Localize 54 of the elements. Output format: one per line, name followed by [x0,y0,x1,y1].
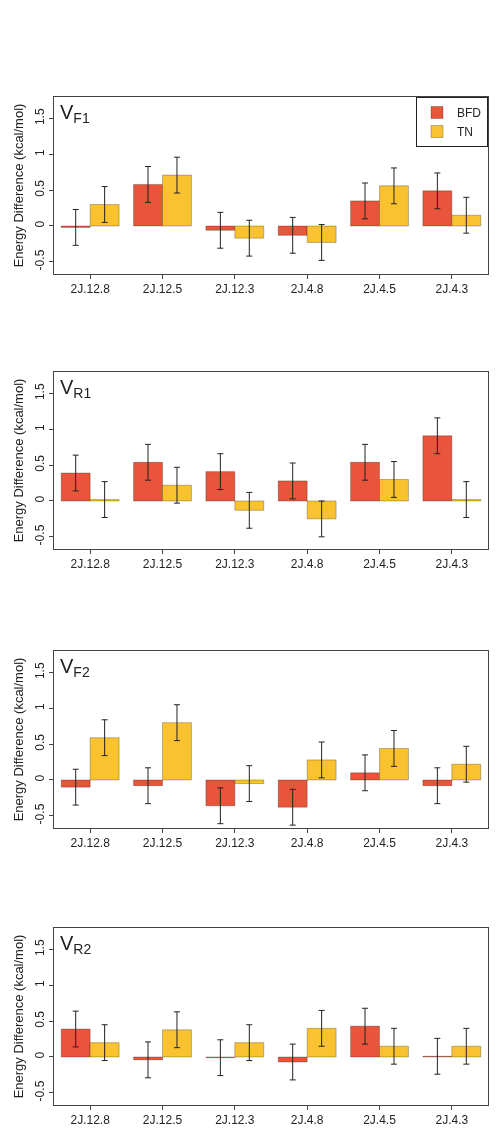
x-tick-label: 2J.12.5 [142,836,183,851]
chart-title: V$_{F1}$ [60,101,90,127]
legend-label: TN [457,125,473,140]
y-tick-label: -0.5 [33,249,48,271]
x-tick-label: 2J.12.8 [70,557,111,572]
x-tick-label: 2J.12.3 [215,1113,255,1128]
y-tick-label: 0 [33,220,48,228]
chart-title: V$_{F2}$ [60,655,90,681]
y-tick-label: 0.5 [33,454,48,472]
x-tick-label: 2J.4.5 [363,557,397,572]
x-tick-label: 2J.12.8 [70,1113,111,1128]
x-tick-label: 2J.12.3 [215,282,255,297]
legend-label: BFD [457,106,482,121]
x-tick-label: 2J.4.5 [363,282,397,297]
x-tick-label: 2J.4.5 [363,836,397,851]
x-tick-label: 2J.4.8 [290,557,324,572]
x-tick-label: 2J.12.5 [142,282,183,297]
x-tick-label: 2J.12.3 [215,836,255,851]
x-tick-label: 2J.12.3 [215,557,255,572]
y-axis-title: Energy Difference (kcal/mol) [11,378,27,543]
x-tick-label: 2J.12.5 [142,1113,183,1128]
x-tick-label: 2J.4.8 [290,836,324,851]
y-tick-label: 1.5 [33,939,48,957]
x-tick-label: 2J.4.3 [435,557,469,572]
y-tick-label: 1.5 [33,662,48,680]
chart-title: V$_{R2}$ [60,932,92,958]
chart-title: V$_{R1}$ [60,376,92,402]
y-tick-label: 0.5 [33,179,48,197]
x-tick-label: 2J.4.8 [290,1113,324,1128]
y-tick-label: 1.5 [33,108,48,126]
y-tick-label: -0.5 [33,803,48,825]
y-tick-label: 0 [33,495,48,503]
y-tick-label: 0 [33,774,48,782]
x-tick-label: 2J.4.3 [435,1113,469,1128]
y-tick-label: -0.5 [33,1080,48,1102]
y-tick-label: 1 [33,423,48,431]
y-axis-title: Energy Difference (kcal/mol) [11,657,27,822]
x-tick-label: 2J.4.8 [290,282,324,297]
y-tick-label: 1 [33,148,48,156]
y-tick-label: -0.5 [33,524,48,546]
x-tick-label: 2J.12.8 [70,282,111,297]
y-tick-label: 1 [33,702,48,710]
y-tick-label: 1 [33,979,48,987]
y-tick-label: 1.5 [33,383,48,401]
y-tick-label: 0 [33,1051,48,1059]
x-tick-label: 2J.4.3 [435,282,469,297]
y-tick-label: 0.5 [33,1010,48,1028]
y-axis-title: Energy Difference (kcal/mol) [11,103,27,268]
x-tick-label: 2J.12.8 [70,836,111,851]
x-tick-label: 2J.4.3 [435,836,469,851]
x-tick-label: 2J.4.5 [363,1113,397,1128]
x-tick-label: 2J.12.5 [142,557,183,572]
y-tick-label: 0.5 [33,733,48,751]
y-axis-title: Energy Difference (kcal/mol) [11,934,27,1099]
